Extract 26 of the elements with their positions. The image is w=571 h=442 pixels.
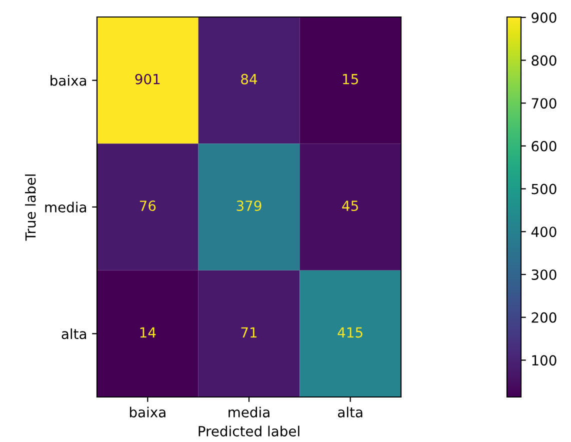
color-bar-label: 900 [532, 12, 556, 23]
data-label: 76 [140, 200, 156, 212]
y-axis-title: True label [25, 174, 36, 241]
color-bar-label: 100 [532, 355, 556, 366]
color-bar-label: 200 [532, 312, 556, 323]
y-tick-label: media [45, 202, 86, 212]
data-label: 45 [342, 200, 358, 212]
x-axis-title: Predicted label [198, 426, 300, 436]
y-tick-label: alta [62, 328, 86, 340]
y-tick-label: baixa [50, 75, 86, 86]
x-tick-label: alta [338, 406, 362, 418]
data-label: 901 [135, 74, 160, 84]
data-label: 14 [140, 327, 156, 338]
color-bar-label: 500 [532, 184, 556, 194]
color-bar-label: 400 [531, 226, 556, 238]
color-bar-label: 700 [532, 98, 556, 109]
x-tick-label: baixa [130, 406, 166, 418]
color-bar-label: 800 [532, 55, 556, 66]
data-label: 84 [241, 74, 258, 84]
color-bar-label: 300 [532, 269, 556, 280]
color-bar-label: 600 [532, 140, 556, 152]
x-tick-label: media [228, 406, 270, 418]
data-label: 379 [236, 200, 262, 212]
data-label: 71 [241, 327, 257, 338]
data-label: 15 [343, 74, 358, 84]
data-label: 415 [338, 327, 362, 338]
